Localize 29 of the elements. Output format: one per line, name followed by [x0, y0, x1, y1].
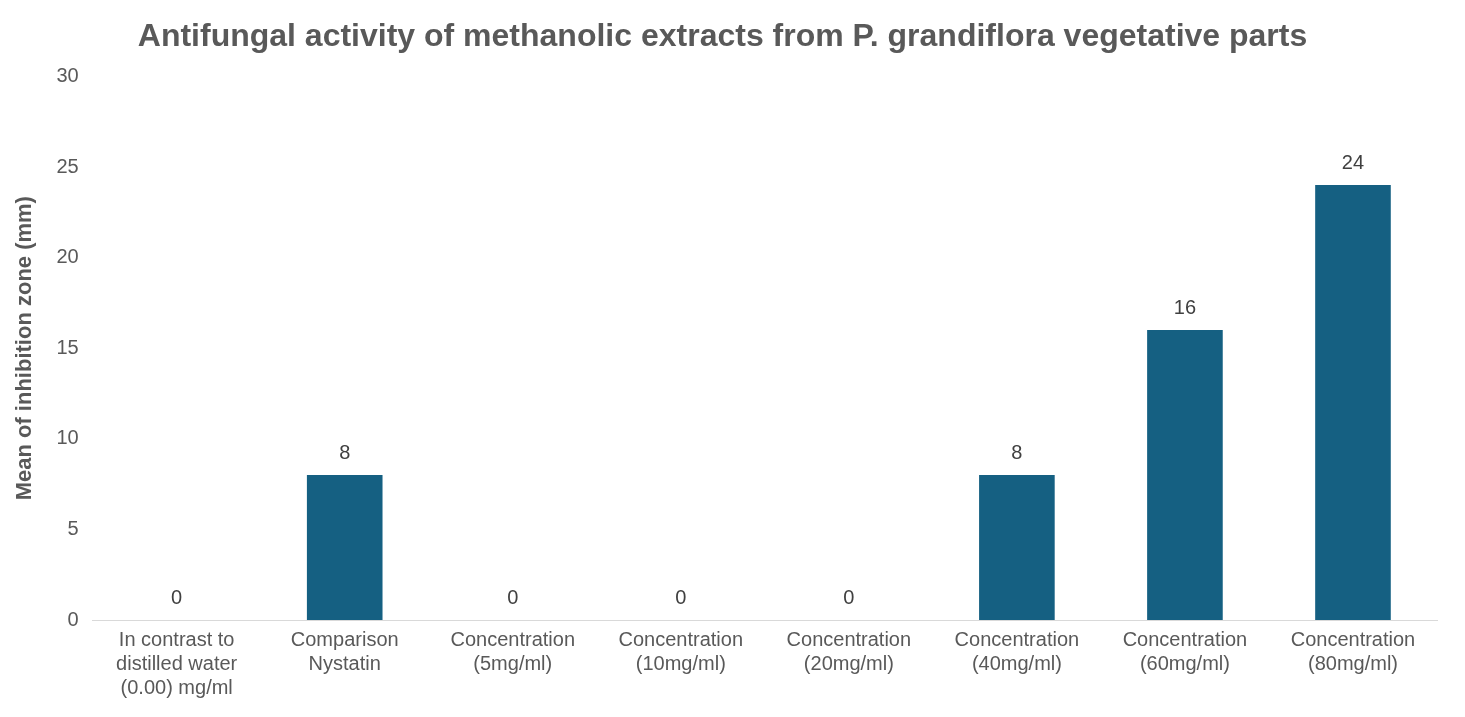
data-label: 8	[1011, 440, 1023, 463]
data-label: 0	[675, 585, 687, 608]
x-tick-label: Concentration (5mg/ml)	[450, 627, 576, 674]
y-axis-title: Mean of inhibition zone (mm)	[11, 196, 37, 501]
y-tick-label: 0	[67, 607, 79, 630]
chart-title: Antifungal activity of methanolic extracts from P. grandiflora vegetative parts	[137, 17, 1308, 54]
x-tick-label: Concentration (40mg/ml)	[954, 627, 1080, 674]
data-label: 8	[339, 440, 351, 463]
y-tick-label: 15	[56, 335, 79, 358]
data-label: 0	[171, 585, 183, 608]
x-tick-label: Concentration (20mg/ml)	[786, 627, 912, 674]
x-tick-label: Concentration (10mg/ml)	[618, 627, 744, 674]
data-label: 24	[1341, 150, 1365, 173]
data-label: 16	[1173, 295, 1197, 318]
x-tick-label: In contrast to distilled water (0.00) mg/ml	[116, 627, 238, 698]
data-label: 0	[843, 585, 855, 608]
x-tick-label: Concentration (80mg/ml)	[1290, 627, 1416, 674]
y-tick-label: 10	[56, 426, 79, 449]
bar	[1315, 185, 1391, 620]
bar	[306, 475, 383, 620]
x-tick-label: Comparison Nystatin	[290, 627, 399, 674]
y-tick-label: 30	[56, 63, 79, 86]
bar	[979, 475, 1055, 620]
y-tick-label: 20	[56, 245, 79, 268]
bar	[1147, 330, 1223, 620]
x-tick-label: Concentration (60mg/ml)	[1122, 627, 1248, 674]
y-tick-label: 5	[67, 516, 79, 539]
y-tick-label: 25	[56, 154, 79, 177]
data-label: 0	[507, 585, 519, 608]
